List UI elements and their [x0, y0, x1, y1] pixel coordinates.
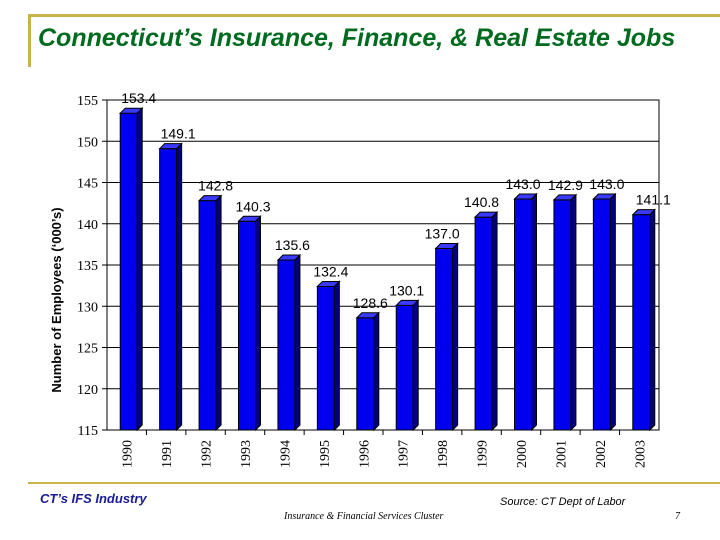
- bar-side-face: [255, 215, 261, 432]
- data-label: 143.0: [589, 176, 624, 192]
- bar: [197, 194, 223, 432]
- bar-chart: 115 120 125 130 135 140 145 150 155 153.4 149.1 14…: [49, 90, 671, 468]
- y-tick-label: 125: [77, 342, 98, 357]
- y-tick-label: 130: [77, 300, 98, 315]
- x-tick-label: 1993: [239, 440, 254, 468]
- data-label: 143.0: [505, 176, 540, 192]
- page-number: 7: [675, 511, 680, 522]
- x-tick-label: 1995: [318, 440, 333, 468]
- bar: [631, 208, 656, 432]
- data-label: 135.6: [275, 237, 310, 253]
- x-tick-label: 1997: [397, 440, 412, 468]
- bar-front: [159, 148, 178, 431]
- bar-side-face: [570, 193, 577, 432]
- data-label: 132.4: [313, 263, 348, 279]
- bar-side-face: [373, 311, 380, 432]
- data-label: 142.9: [548, 177, 583, 193]
- bar-side-face: [333, 280, 340, 432]
- bar-side-face: [609, 192, 616, 432]
- bar-side-face: [452, 242, 459, 432]
- y-tick-label: 120: [77, 383, 98, 398]
- bar-front: [395, 304, 414, 431]
- bar-front: [277, 259, 296, 431]
- bar-side-face: [294, 253, 301, 432]
- x-tick-label: 1999: [476, 440, 491, 468]
- x-tick-label: 2000: [515, 440, 530, 468]
- y-axis-label: Number of Employees (‘000’s): [49, 207, 64, 392]
- y-tick-label: 155: [77, 94, 98, 109]
- bar-side-face: [176, 142, 183, 432]
- x-tick-labels: 1990 1991 1992 1993 1994 1995 1996 1997 1998 1999…: [121, 430, 648, 468]
- bar-front: [632, 214, 651, 431]
- x-tick-label: 1990: [121, 440, 136, 468]
- bar-side-face: [136, 106, 143, 432]
- bar-front: [198, 200, 217, 431]
- x-tick-label: 2001: [554, 440, 569, 468]
- data-label: 137.0: [425, 226, 460, 242]
- bar-side-face: [649, 208, 656, 432]
- bar-side-face: [215, 194, 222, 432]
- bar: [473, 210, 499, 432]
- footer-section-label: CT’s IFS Industry: [40, 491, 147, 506]
- x-tick-label: 1992: [200, 440, 215, 468]
- x-tick-label: 1996: [357, 440, 372, 468]
- slide-title: Connecticut’s Insurance, Finance, & Real…: [38, 24, 676, 52]
- data-label: 128.6: [353, 295, 388, 311]
- data-label: 149.1: [161, 126, 196, 142]
- bar: [276, 253, 302, 432]
- bar: [513, 192, 538, 432]
- y-tick-label: 140: [77, 218, 98, 233]
- bar-front: [238, 220, 256, 431]
- y-tick-labels: 115 120 125 130 135 140 145 150 155: [77, 94, 107, 439]
- bar: [119, 106, 144, 432]
- data-label: 140.3: [235, 198, 270, 214]
- bars: [119, 106, 656, 432]
- source-note: Source: CT Dept of Labor: [500, 496, 626, 508]
- bar: [395, 299, 420, 432]
- bar-front: [435, 248, 454, 431]
- bar-front: [474, 216, 493, 431]
- x-tick-label: 2003: [633, 440, 648, 468]
- data-label: 142.8: [198, 178, 233, 194]
- bar-front: [119, 112, 138, 431]
- bar-side-face: [491, 210, 498, 432]
- data-label: 130.1: [389, 282, 424, 298]
- bar-front: [316, 285, 335, 431]
- footer-rule: [28, 482, 720, 484]
- x-tick-label: 2002: [594, 440, 609, 468]
- bar-front: [553, 199, 572, 431]
- x-tick-label: 1991: [160, 440, 175, 468]
- bar: [316, 280, 341, 432]
- bar-front: [514, 198, 532, 431]
- bar: [552, 193, 578, 432]
- footer-cluster-name: Insurance & Financial Services Cluster: [284, 511, 444, 522]
- data-label: 141.1: [636, 192, 671, 208]
- y-tick-label: 115: [78, 424, 98, 439]
- data-label: 153.4: [121, 90, 156, 106]
- title-top-rule: [28, 14, 720, 17]
- bar-side-face: [412, 299, 419, 432]
- x-tick-label: 1998: [436, 440, 451, 468]
- bar-side-face: [531, 192, 537, 432]
- title-left-rule: [28, 14, 41, 67]
- bar: [237, 215, 262, 432]
- bar-front: [592, 198, 611, 431]
- bar: [434, 242, 459, 432]
- y-tick-label: 145: [77, 177, 98, 192]
- x-tick-label: 1994: [278, 440, 293, 468]
- bar-front: [356, 317, 375, 431]
- y-tick-label: 135: [77, 259, 98, 274]
- bar: [592, 192, 617, 432]
- bar: [158, 142, 183, 432]
- data-label: 140.8: [464, 194, 499, 210]
- y-tick-label: 150: [77, 135, 98, 150]
- bar: [355, 311, 380, 432]
